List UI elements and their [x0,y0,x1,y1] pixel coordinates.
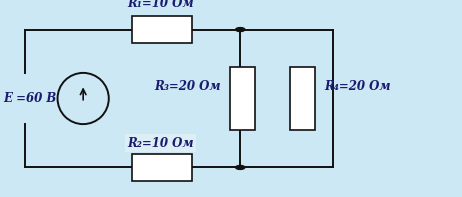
Bar [230,67,255,130]
Text: R₄=20 Ом: R₄=20 Ом [324,80,391,93]
Bar [132,16,192,43]
Text: R₃=20 Ом: R₃=20 Ом [154,80,221,93]
Circle shape [236,165,245,169]
Text: R₁=10 Ом: R₁=10 Ом [127,0,194,10]
Bar [132,154,192,181]
Circle shape [236,28,245,32]
Bar [290,67,316,130]
Ellipse shape [58,73,109,124]
Text: R₂=10 Ом: R₂=10 Ом [127,137,194,150]
Text: E =60 В: E =60 В [3,92,56,105]
